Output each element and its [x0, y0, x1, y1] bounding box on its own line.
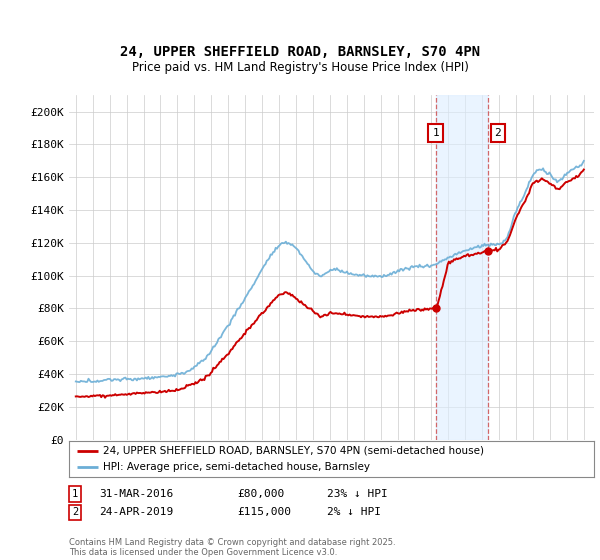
Text: 2% ↓ HPI: 2% ↓ HPI — [327, 507, 381, 517]
Text: 24, UPPER SHEFFIELD ROAD, BARNSLEY, S70 4PN: 24, UPPER SHEFFIELD ROAD, BARNSLEY, S70 … — [120, 45, 480, 59]
Text: 23% ↓ HPI: 23% ↓ HPI — [327, 489, 388, 499]
Text: Price paid vs. HM Land Registry's House Price Index (HPI): Price paid vs. HM Land Registry's House … — [131, 61, 469, 74]
Text: 1: 1 — [432, 128, 439, 138]
Text: 2: 2 — [494, 128, 502, 138]
Text: 24-APR-2019: 24-APR-2019 — [99, 507, 173, 517]
Text: HPI: Average price, semi-detached house, Barnsley: HPI: Average price, semi-detached house,… — [103, 463, 370, 472]
Text: £115,000: £115,000 — [237, 507, 291, 517]
Text: 1: 1 — [72, 489, 78, 499]
Text: 31-MAR-2016: 31-MAR-2016 — [99, 489, 173, 499]
Bar — [436, 95, 488, 440]
Text: 24, UPPER SHEFFIELD ROAD, BARNSLEY, S70 4PN (semi-detached house): 24, UPPER SHEFFIELD ROAD, BARNSLEY, S70 … — [103, 446, 484, 455]
Text: 2: 2 — [72, 507, 78, 517]
Text: Contains HM Land Registry data © Crown copyright and database right 2025.
This d: Contains HM Land Registry data © Crown c… — [69, 538, 395, 557]
Text: £80,000: £80,000 — [237, 489, 284, 499]
